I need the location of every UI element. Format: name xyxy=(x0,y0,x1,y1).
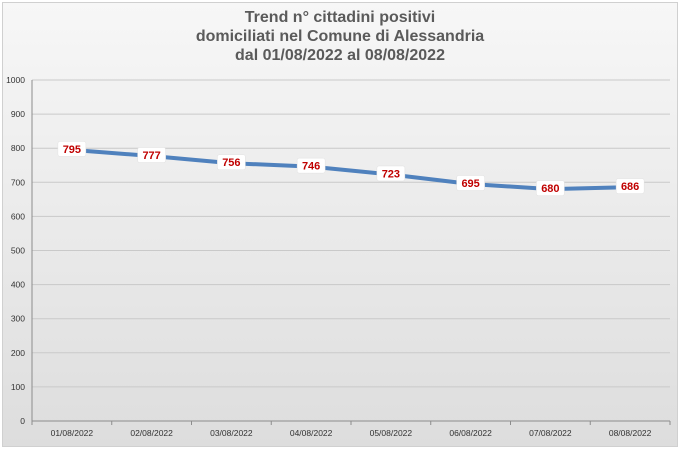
data-label: 680 xyxy=(541,183,559,195)
x-tick-label: 02/08/2022 xyxy=(130,428,173,438)
y-tick-label: 800 xyxy=(11,143,25,153)
y-tick-label: 900 xyxy=(11,109,25,119)
chart-title-line-3: dal 01/08/2022 al 08/08/2022 xyxy=(235,47,445,64)
y-tick-label: 1000 xyxy=(6,75,25,85)
data-label: 695 xyxy=(461,178,479,190)
x-tick-label: 06/08/2022 xyxy=(449,428,492,438)
x-tick-label: 07/08/2022 xyxy=(529,428,572,438)
data-label: 795 xyxy=(63,144,81,156)
data-label-box xyxy=(57,141,87,157)
chart-title: Trend n° cittadini positivi domiciliati … xyxy=(0,8,680,65)
gridlines xyxy=(32,79,670,422)
chart-title-line-2: domiciliati nel Comune di Alessandria xyxy=(195,28,485,45)
y-tick-label: 400 xyxy=(11,280,25,290)
y-axis: 0 100 200 300 400 500 600 700 800 900 1000 xyxy=(6,75,33,426)
chart-title-line-1: Trend n° cittadini positivi xyxy=(244,9,436,26)
x-tick-label: 01/08/2022 xyxy=(51,428,94,438)
data-label-box xyxy=(376,165,406,182)
x-tick-label: 05/08/2022 xyxy=(370,428,413,438)
x-tick-label: 03/08/2022 xyxy=(210,428,253,438)
y-tick-label: 100 xyxy=(11,382,25,392)
data-label-box xyxy=(296,157,326,174)
data-labels: 795 777 756 746 723 695 680 686 xyxy=(57,141,645,196)
data-label-box xyxy=(137,147,166,163)
data-label-box xyxy=(456,175,485,191)
y-tick-label: 300 xyxy=(11,314,25,324)
data-label: 686 xyxy=(621,181,639,193)
y-tick-label: 700 xyxy=(11,177,25,187)
x-tick-label: 04/08/2022 xyxy=(290,428,333,438)
y-tick-label: 500 xyxy=(11,246,25,256)
data-label-box xyxy=(217,154,246,170)
x-tick-label: 08/08/2022 xyxy=(609,428,652,438)
data-label: 723 xyxy=(382,168,400,180)
data-label-box xyxy=(536,180,565,196)
y-tick-label: 600 xyxy=(11,211,25,221)
data-label: 746 xyxy=(302,161,320,173)
data-label: 777 xyxy=(142,150,160,162)
y-tick-label: 0 xyxy=(20,416,25,426)
x-axis: 01/08/2022 02/08/2022 03/08/2022 04/08/2022… xyxy=(31,421,671,438)
data-label: 756 xyxy=(222,157,240,169)
data-label-box xyxy=(615,178,645,194)
y-tick-label: 200 xyxy=(11,348,25,358)
